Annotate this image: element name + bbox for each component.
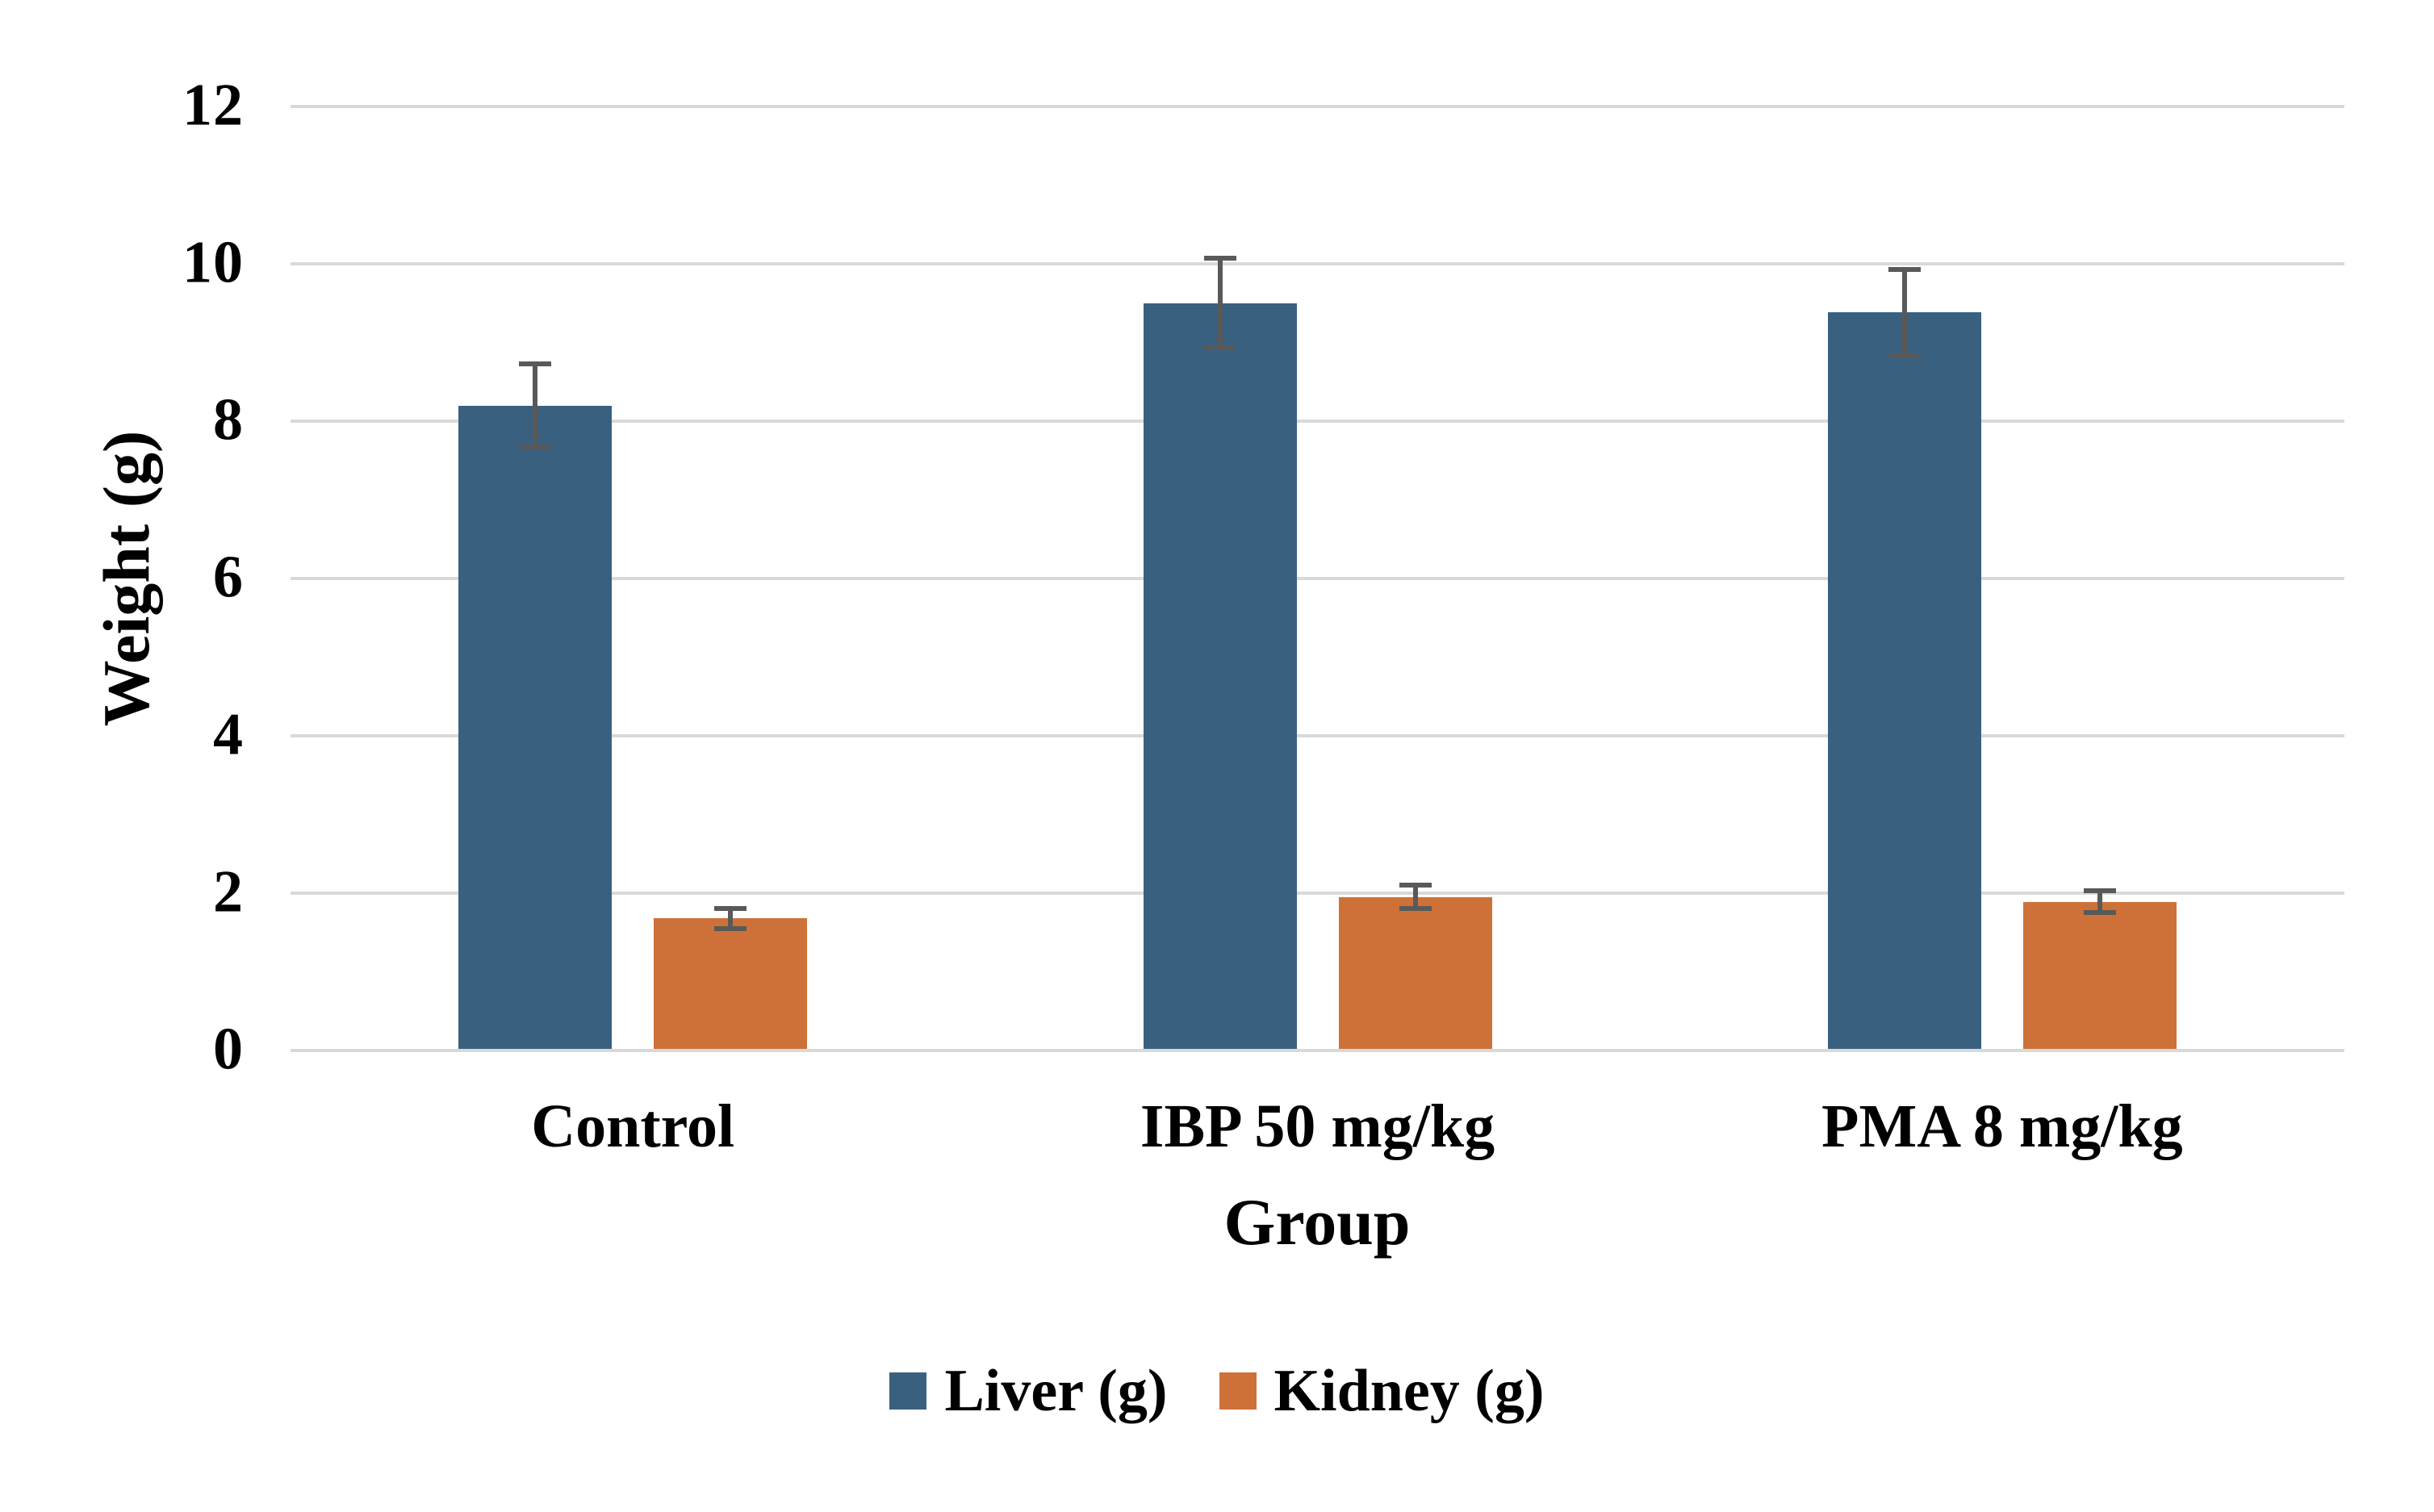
y-tick-label: 0 [213,1016,244,1083]
legend-swatch-liver-g [889,1372,927,1410]
error-bar-kidney-g-control [714,905,747,931]
error-bar-liver-g-pma-8-mg-kg [1888,266,1921,358]
gridline [291,734,2344,737]
gridline [291,105,2344,108]
y-tick-label: 8 [213,386,244,453]
error-line [2097,888,2102,916]
error-line [533,361,538,450]
error-cap-bottom [1888,353,1921,358]
error-cap-bottom [519,445,552,450]
legend-item-kidney-g: Kidney (g) [1219,1359,1545,1423]
error-cap-bottom [1203,345,1236,351]
x-axis-line [291,1049,2344,1052]
x-axis-title: Group [1223,1185,1411,1259]
error-cap-top [714,905,747,911]
error-line [728,905,734,931]
bar-kidney-g-pma-8-mg-kg [2022,901,2177,1050]
gridline [291,420,2344,423]
y-tick-label: 4 [213,701,244,768]
bar-liver-g-ibp-50-mg-kg [1143,303,1297,1050]
legend-label-kidney-g: Kidney (g) [1273,1358,1545,1424]
error-cap-top [1203,256,1236,261]
error-bar-liver-g-control [519,361,552,450]
legend-item-liver-g: Liver (g) [889,1358,1168,1424]
error-cap-top [1399,883,1432,888]
error-bar-liver-g-ibp-50-mg-kg [1203,256,1236,351]
y-tick-label: 10 [182,229,244,296]
x-category-label-pma-8-mg-kg: PMA 8 mg/kg [1821,1092,2183,1160]
x-category-label-ibp-50-mg-kg: IBP 50 mg/kg [1140,1092,1495,1160]
bar-liver-g-control [458,405,613,1050]
error-bar-kidney-g-ibp-50-mg-kg [1399,883,1432,912]
bar-kidney-g-ibp-50-mg-kg [1338,896,1492,1050]
error-cap-top [1888,266,1921,272]
error-line [1217,256,1223,351]
bar-kidney-g-control [654,918,808,1050]
gridline [291,577,2344,580]
error-line [1901,266,1907,358]
legend-label-liver-g: Liver (g) [944,1358,1168,1424]
legend: Liver (g) Kidney (g) [0,1359,2434,1423]
legend-swatch-kidney-g [1219,1372,1257,1410]
error-bar-kidney-g-pma-8-mg-kg [2083,888,2116,916]
gridline [291,262,2344,265]
x-category-label-control: Control [531,1092,735,1160]
error-cap-bottom [1399,906,1432,912]
bar-liver-g-pma-8-mg-kg [1827,312,1981,1050]
y-tick-label: 12 [182,72,244,139]
y-tick-label: 2 [213,858,244,925]
error-cap-bottom [2083,910,2116,916]
error-cap-bottom [714,925,747,931]
y-tick-label: 6 [213,544,244,611]
error-cap-top [519,361,552,366]
gridline [291,892,2344,895]
error-line [1412,883,1418,912]
error-cap-top [2083,888,2116,894]
